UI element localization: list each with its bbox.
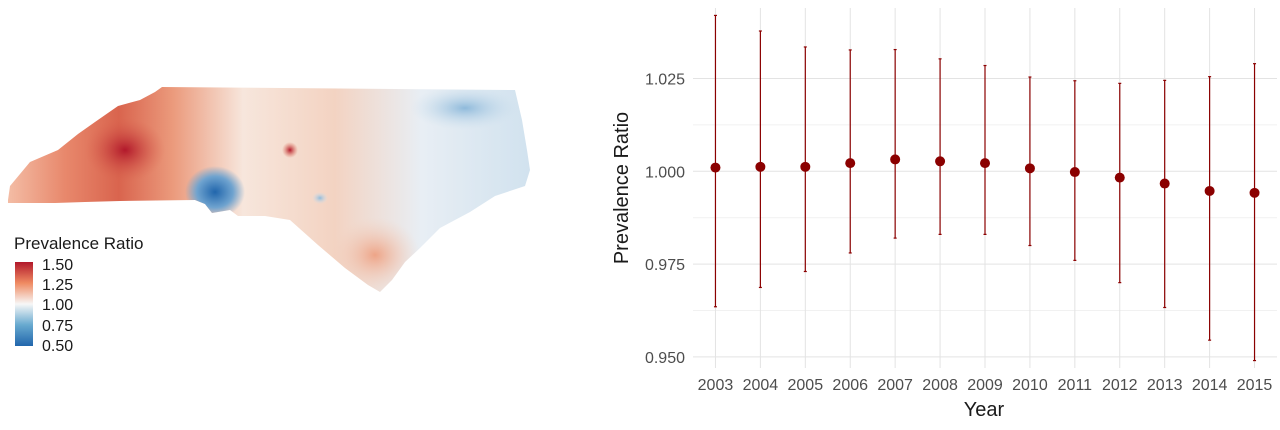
- x-tick-label: 2011: [1058, 377, 1093, 394]
- x-tick-label: 2006: [832, 377, 868, 394]
- data-point: [1024, 163, 1035, 174]
- y-axis-label: Prevalence Ratio: [611, 112, 633, 264]
- legend-colorbar: [15, 262, 33, 346]
- data-point: [1159, 178, 1170, 189]
- error-bars: [713, 14, 1257, 362]
- map-regions: [8, 87, 530, 292]
- x-tick-label: 2015: [1237, 377, 1273, 394]
- data-point: [890, 154, 901, 165]
- legend-tick-label: 1.25: [42, 277, 74, 294]
- data-point: [1249, 187, 1260, 198]
- data-point: [755, 161, 766, 172]
- legend-tick-label: 0.75: [42, 318, 74, 335]
- error-bar: [893, 48, 897, 239]
- x-tick-label: 2013: [1147, 377, 1183, 394]
- error-bar: [758, 30, 762, 289]
- error-bar: [1028, 76, 1032, 247]
- data-point: [1069, 167, 1080, 178]
- legend-tick-label: 1.50: [42, 257, 74, 274]
- prevalence-ratio-chart-panel: 0.950 0.975 1.000 1.025 2003 2004 2005 2006 200…: [580, 0, 1280, 425]
- x-tick-label: 2003: [698, 377, 734, 394]
- data-point: [845, 158, 856, 169]
- error-bar: [713, 14, 717, 308]
- x-tick-label: 2014: [1192, 377, 1228, 394]
- error-bar: [803, 46, 807, 273]
- legend-tick-label: 1.00: [42, 297, 74, 314]
- x-tick-label: 2004: [743, 377, 779, 394]
- error-bar: [1253, 63, 1257, 362]
- x-tick-label: 2008: [922, 377, 958, 394]
- y-axis-ticks: 0.950 0.975 1.000 1.025: [645, 72, 685, 367]
- x-tick-label: 2009: [967, 377, 1003, 394]
- data-point: [980, 158, 990, 169]
- x-axis-label: Year: [964, 399, 1005, 421]
- data-point: [800, 161, 811, 172]
- data-point: [710, 162, 721, 173]
- y-tick-label: 0.975: [645, 257, 685, 274]
- error-bar: [938, 58, 942, 235]
- x-axis-ticks: 2003 2004 2005 2006 2007 2008 2009 2010 2011 2012…: [698, 377, 1273, 394]
- x-tick-label: 2007: [877, 377, 913, 394]
- x-tick-label: 2005: [788, 377, 824, 394]
- y-tick-label: 1.000: [645, 164, 685, 181]
- legend-tick-label: 0.50: [42, 338, 74, 355]
- y-tick-label: 0.950: [645, 350, 685, 367]
- error-bar: [1208, 76, 1212, 341]
- error-bar: [1118, 82, 1122, 284]
- data-point: [935, 156, 946, 167]
- data-points: [710, 154, 1260, 198]
- x-tick-label: 2012: [1102, 377, 1138, 394]
- choropleth-map-panel: Prevalence Ratio 1.50 1.25 1.00 0.75 0.5…: [0, 0, 560, 425]
- error-bar: [983, 64, 987, 235]
- y-tick-label: 1.025: [645, 72, 685, 89]
- data-point: [1114, 172, 1125, 183]
- data-point: [1204, 185, 1215, 196]
- north-carolina-map: [8, 87, 530, 292]
- error-bar: [848, 49, 852, 254]
- x-tick-label: 2010: [1012, 377, 1048, 394]
- error-bar: [1163, 79, 1167, 309]
- legend-title: Prevalence Ratio: [14, 234, 144, 253]
